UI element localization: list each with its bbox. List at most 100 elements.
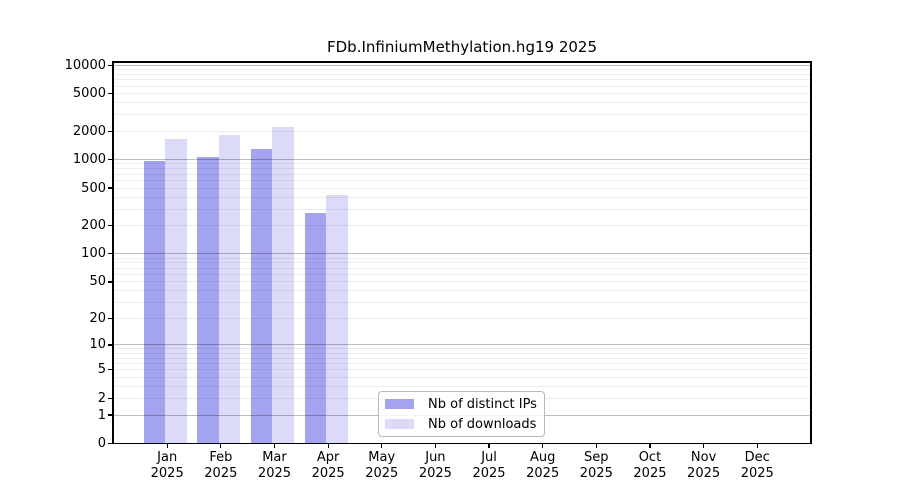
y-axis-tick	[108, 442, 113, 445]
x-axis-tick	[166, 443, 168, 448]
gridline-minor	[113, 114, 811, 116]
y-tick-label: 10	[89, 337, 106, 353]
y-axis-tick	[108, 397, 113, 399]
y-axis-tick	[108, 92, 113, 95]
gridline-minor	[113, 168, 811, 170]
x-axis-tick	[595, 443, 597, 448]
gridline-minor	[113, 262, 811, 264]
axis-spine-left	[112, 61, 114, 445]
legend-swatch-distinct-ips	[385, 399, 414, 409]
y-axis-tick	[108, 317, 113, 319]
gridline-minor	[113, 196, 811, 198]
bar-nb-of-distinct-ips-apr	[304, 212, 327, 444]
axis-spine-top	[112, 61, 812, 63]
legend-swatch-downloads	[385, 419, 414, 429]
gridline-minor	[113, 352, 811, 354]
gridline-minor	[113, 386, 811, 388]
gridline-minor	[113, 93, 811, 95]
legend-item-downloads: Nb of downloads	[385, 416, 544, 433]
x-axis-tick	[488, 443, 490, 448]
gridline-minor	[113, 257, 811, 259]
x-tick-label: Feb 2025	[204, 449, 238, 482]
y-tick-label: 10000	[64, 57, 106, 73]
x-axis-tick	[542, 443, 544, 448]
legend-item-distinct-ips: Nb of distinct IPs	[385, 396, 544, 413]
gridline-minor	[113, 281, 811, 283]
gridline-minor	[113, 376, 811, 378]
gridline-minor	[113, 290, 811, 292]
gridline-minor	[113, 130, 811, 132]
x-tick-label: Mar 2025	[257, 449, 292, 482]
gridline-minor	[113, 363, 811, 365]
x-tick-label: Sep 2025	[579, 449, 613, 482]
bar-nb-of-downloads-feb	[218, 135, 241, 444]
gridline-minor	[113, 267, 811, 269]
x-axis-tick	[649, 443, 651, 448]
gridline-minor	[113, 369, 811, 371]
y-tick-label: 100	[81, 246, 106, 262]
axis-spine-right	[810, 61, 812, 445]
gridline-major	[113, 253, 811, 255]
x-tick-label: Apr 2025	[311, 449, 345, 482]
legend: Nb of distinct IPs Nb of downloads	[378, 391, 545, 437]
gridline-major	[113, 64, 811, 66]
bar-nb-of-downloads-mar	[272, 127, 294, 444]
x-axis-tick	[381, 443, 383, 448]
chart-title: FDb.InfiniumMethylation.hg19 2025	[327, 38, 597, 56]
y-tick-label: 0	[97, 436, 106, 451]
y-axis-tick	[108, 281, 113, 283]
bar-nb-of-downloads-apr	[326, 195, 348, 444]
gridline-minor	[113, 317, 811, 319]
legend-label-distinct-ips: Nb of distinct IPs	[428, 396, 537, 412]
gridline-minor	[113, 187, 811, 189]
y-tick-label: 20	[89, 310, 106, 326]
y-tick-label: 5	[97, 362, 106, 378]
y-axis-tick	[108, 344, 113, 346]
gridline-minor	[113, 85, 811, 87]
x-tick-label: Dec 2025	[740, 449, 774, 482]
y-axis-tick	[108, 253, 113, 255]
gridline-minor	[113, 79, 811, 81]
x-tick-label: Nov 2025	[687, 449, 721, 482]
gridline-minor	[113, 225, 811, 227]
x-tick-label: Jul 2025	[472, 449, 506, 482]
y-axis-tick	[108, 130, 113, 132]
gridline-minor	[113, 173, 811, 175]
x-axis-tick	[327, 443, 329, 448]
gridline-major	[113, 159, 811, 161]
bar-nb-of-distinct-ips-mar	[250, 149, 273, 444]
y-axis-tick	[108, 187, 113, 189]
x-tick-label: Oct 2025	[633, 449, 667, 482]
x-tick-label: Jun 2025	[418, 449, 452, 482]
y-tick-label: 2000	[72, 123, 106, 139]
gridline-minor	[113, 68, 811, 70]
gridline-minor	[113, 301, 811, 303]
gridline-major	[113, 344, 811, 346]
x-tick-label: Aug 2025	[526, 449, 560, 482]
x-tick-label: Jan 2025	[150, 449, 184, 482]
y-tick-label: 1	[97, 407, 106, 423]
gridline-minor	[113, 208, 811, 210]
y-axis-tick	[108, 414, 113, 416]
x-axis-tick	[434, 443, 436, 448]
y-tick-label: 50	[89, 274, 106, 290]
y-tick-label: 200	[81, 218, 106, 234]
gridline-minor	[113, 102, 811, 104]
bar-nb-of-distinct-ips-feb	[197, 156, 219, 444]
x-tick-label: May 2025	[365, 449, 399, 482]
gridline-minor	[113, 274, 811, 276]
y-axis-tick	[108, 159, 113, 161]
gridline-minor	[113, 163, 811, 165]
x-axis-tick	[273, 443, 276, 448]
y-axis-tick	[108, 369, 113, 371]
y-tick-label: 1000	[72, 152, 106, 168]
gridline-minor	[113, 180, 811, 182]
y-axis-tick	[108, 225, 113, 227]
x-axis-tick	[756, 443, 758, 448]
gridline-minor	[113, 348, 811, 350]
axis-spine-bottom	[112, 442, 812, 445]
x-axis-tick	[220, 443, 222, 448]
y-tick-label: 5000	[72, 86, 106, 102]
legend-label-downloads: Nb of downloads	[428, 416, 537, 432]
